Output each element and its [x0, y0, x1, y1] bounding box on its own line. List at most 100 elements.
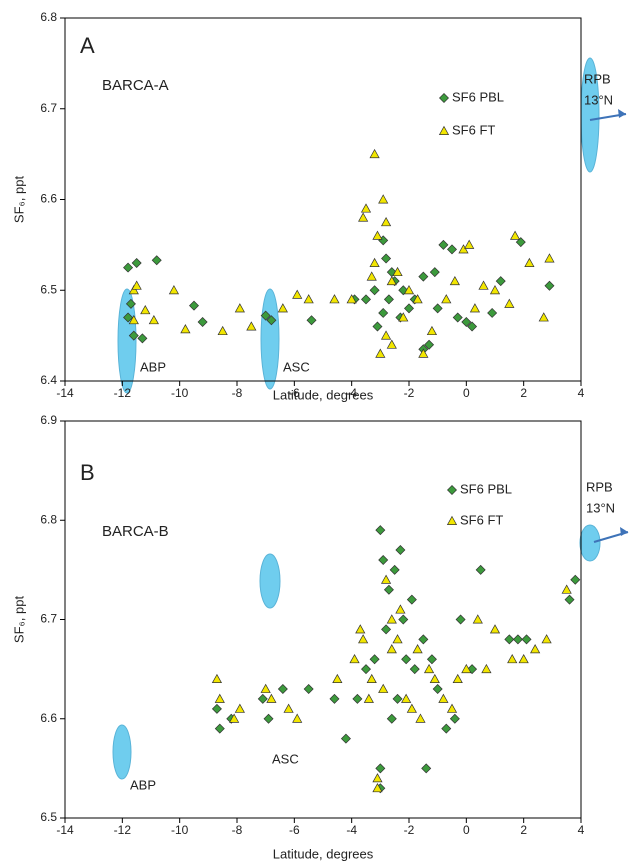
point: [521, 634, 532, 645]
y-tick-label: 6.5: [40, 282, 57, 296]
point: [524, 257, 535, 267]
point: [375, 348, 386, 358]
point: [418, 271, 429, 282]
point: [515, 237, 526, 248]
point: [409, 664, 420, 675]
y-tick-label: 6.8: [40, 512, 57, 526]
point: [329, 693, 340, 704]
point: [346, 294, 357, 304]
point: [303, 683, 314, 694]
x-axis-label: Latitude, degrees: [273, 846, 374, 861]
point: [441, 294, 452, 304]
point: [386, 644, 397, 654]
point: [415, 713, 426, 723]
point: [412, 644, 423, 654]
point: [398, 312, 409, 322]
point: [418, 634, 429, 645]
x-tick-label: 2: [520, 386, 527, 400]
legend-label: SF6 PBL: [460, 481, 512, 496]
point: [329, 294, 340, 304]
point: [137, 333, 148, 344]
annotation: ABP: [140, 359, 166, 374]
point: [234, 703, 245, 713]
point: [380, 574, 392, 584]
point: [363, 693, 374, 703]
point: [372, 230, 383, 240]
point: [369, 654, 380, 665]
y-tick-label: 6.6: [40, 192, 57, 206]
point: [406, 703, 417, 713]
legend-marker: [439, 93, 449, 103]
y-tick-label: 6.8: [40, 10, 57, 24]
point: [358, 212, 369, 222]
x-tick-label: 0: [463, 823, 470, 837]
x-tick-label: -4: [346, 386, 357, 400]
point: [383, 584, 394, 595]
legend-marker: [438, 125, 450, 135]
annotation: ASC: [283, 359, 310, 374]
point: [358, 634, 369, 644]
arrow-head: [618, 109, 626, 118]
x-tick-label: -6: [289, 386, 300, 400]
point: [538, 312, 549, 322]
point: [404, 303, 414, 314]
point: [401, 654, 412, 665]
point: [214, 723, 225, 734]
arrow-head: [620, 527, 628, 536]
point: [260, 683, 271, 693]
point: [283, 703, 294, 713]
point: [478, 280, 489, 290]
y-axis-label: SF₆, ppt: [11, 596, 26, 644]
x-tick-label: -12: [114, 823, 132, 837]
annotation: BARCA-B: [102, 523, 169, 540]
point: [123, 262, 134, 273]
point: [447, 244, 457, 255]
x-tick-label: 0: [463, 386, 470, 400]
point: [383, 294, 394, 305]
point: [349, 653, 360, 664]
point: [446, 703, 458, 713]
point: [406, 594, 417, 605]
point: [366, 271, 377, 281]
point: [292, 289, 303, 299]
point: [292, 713, 303, 723]
point: [455, 614, 466, 625]
y-tick-label: 6.9: [40, 413, 57, 427]
y-tick-label: 6.5: [40, 810, 57, 824]
point: [375, 525, 386, 536]
point: [452, 673, 463, 683]
point: [487, 307, 498, 318]
x-tick-label: -2: [404, 823, 415, 837]
legend-marker: [446, 515, 458, 525]
legend-marker: [447, 485, 457, 495]
point: [128, 285, 139, 295]
x-tick-label: -10: [171, 823, 189, 837]
point: [360, 203, 372, 213]
point: [372, 773, 383, 783]
point: [128, 330, 139, 341]
point: [398, 285, 409, 296]
annotation: RPB: [584, 71, 611, 86]
point: [386, 339, 397, 349]
point: [438, 239, 449, 250]
point: [541, 634, 552, 644]
point: [449, 275, 460, 286]
point: [395, 604, 406, 614]
x-tick-label: -12: [114, 386, 132, 400]
point: [429, 267, 440, 278]
x-tick-label: -4: [346, 823, 357, 837]
point: [378, 194, 389, 204]
x-tick-label: 4: [578, 386, 585, 400]
point: [234, 303, 245, 313]
point: [403, 285, 415, 295]
point: [512, 634, 523, 645]
x-tick-label: -14: [56, 386, 74, 400]
x-tick-label: -8: [232, 386, 243, 400]
site-ellipse: [259, 553, 281, 609]
point: [355, 624, 366, 634]
point: [369, 257, 380, 267]
site-ellipse: [117, 288, 137, 394]
point: [475, 564, 486, 575]
point: [418, 348, 429, 358]
